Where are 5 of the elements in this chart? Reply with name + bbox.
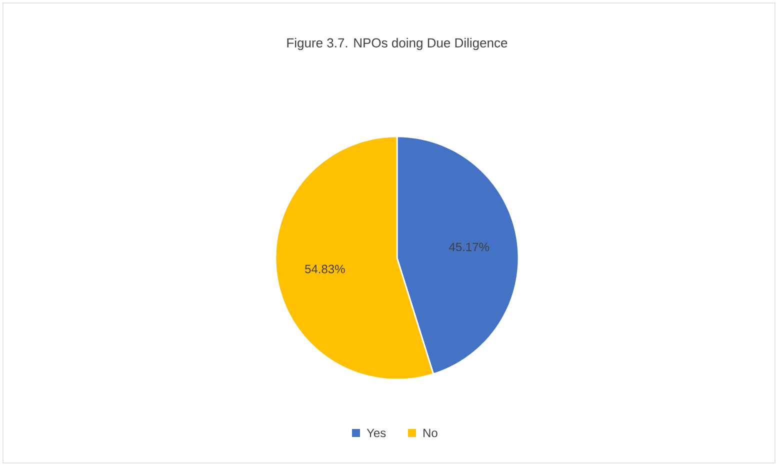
legend-label: No [424, 428, 438, 438]
legend-label: Yes [366, 428, 386, 438]
data-label: 54.83% [305, 264, 345, 274]
chart-title: Figure 3.7. NPOs doing Due Diligence [287, 38, 508, 50]
data-label: 45.17% [449, 242, 490, 252]
